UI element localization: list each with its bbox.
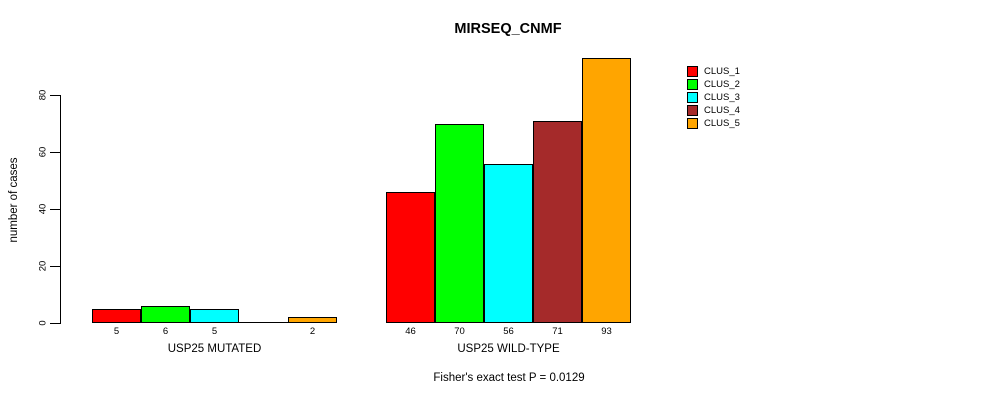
legend-swatch [687, 79, 698, 90]
bar-group2-clus_3 [484, 164, 533, 323]
legend-label: CLUS_1 [704, 66, 740, 77]
y-tick-label: 40 [37, 203, 49, 215]
bar-group2-clus_2 [435, 124, 484, 323]
group-label-wild-type: USP25 WILD-TYPE [457, 343, 560, 355]
bar-group2-clus_1 [386, 192, 435, 323]
bar-value-label: 2 [309, 326, 316, 337]
bar-group1-clus_3 [190, 309, 239, 323]
legend-item-clus_5: CLUS_5 [687, 118, 740, 129]
legend-label: CLUS_2 [704, 79, 740, 90]
bar-group1-clus_2 [141, 306, 190, 323]
y-tick [50, 209, 60, 210]
bar-group2-clus_5 [582, 58, 631, 323]
y-axis-label: number of cases [8, 157, 20, 243]
legend-label: CLUS_4 [704, 105, 740, 116]
bar-group1-clus_5 [288, 317, 337, 323]
legend-label: CLUS_3 [704, 92, 740, 103]
bar-value-label: 70 [454, 326, 465, 337]
legend-item-clus_1: CLUS_1 [687, 66, 740, 77]
bar-group1-clus_1 [92, 309, 141, 323]
bar-value-label: 5 [211, 326, 218, 337]
bar-value-label: 93 [601, 326, 612, 337]
bar-value-label: 71 [552, 326, 563, 337]
y-axis-line [60, 95, 61, 324]
y-tick [50, 266, 60, 267]
legend: CLUS_1 CLUS_2 CLUS_3 CLUS_4 CLUS_5 [687, 66, 740, 129]
legend-swatch [687, 92, 698, 103]
legend-swatch [687, 66, 698, 77]
bar-value-label: 46 [405, 326, 416, 337]
legend-swatch [687, 105, 698, 116]
legend-item-clus_2: CLUS_2 [687, 79, 740, 90]
legend-item-clus_3: CLUS_3 [687, 92, 740, 103]
y-tick-label: 20 [37, 260, 49, 272]
y-tick-label: 80 [37, 89, 49, 101]
bar-value-label: 56 [503, 326, 514, 337]
bar-group2-clus_4 [533, 121, 582, 323]
legend-swatch [687, 118, 698, 129]
y-tick-label: 60 [37, 146, 49, 158]
y-tick-label: 0 [37, 320, 49, 326]
chart-title: MIRSEQ_CNMF [454, 21, 562, 37]
bar-group1-clus_4 [239, 322, 288, 323]
bar-value-label: 5 [113, 326, 120, 337]
group-label-mutated: USP25 MUTATED [167, 343, 262, 355]
y-tick [50, 152, 60, 153]
legend-item-clus_4: CLUS_4 [687, 105, 740, 116]
bar-value-label: 6 [162, 326, 169, 337]
legend-label: CLUS_5 [704, 118, 740, 129]
y-tick [50, 323, 60, 324]
fisher-test-subtitle: Fisher's exact test P = 0.0129 [433, 372, 585, 384]
y-tick [50, 95, 60, 96]
